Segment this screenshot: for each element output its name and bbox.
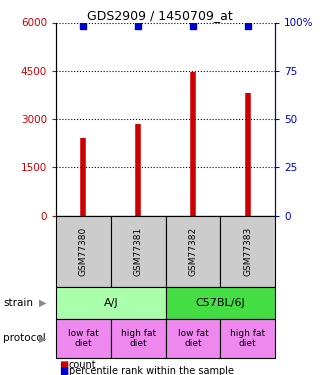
Text: ■: ■	[59, 366, 68, 375]
Bar	[166, 287, 275, 319]
Text: low fat
diet: low fat diet	[68, 329, 99, 348]
Text: GSM77381: GSM77381	[134, 226, 143, 276]
Bar	[56, 319, 111, 358]
Text: high fat
diet: high fat diet	[230, 329, 265, 348]
Text: strain: strain	[3, 298, 33, 308]
Text: GSM77380: GSM77380	[79, 226, 88, 276]
Bar	[166, 319, 220, 358]
Text: GDS2909 / 1450709_at: GDS2909 / 1450709_at	[87, 9, 233, 22]
Text: ▶: ▶	[39, 298, 47, 308]
Text: GSM77383: GSM77383	[243, 226, 252, 276]
Text: percentile rank within the sample: percentile rank within the sample	[69, 366, 234, 375]
Text: GSM77382: GSM77382	[188, 226, 197, 276]
Text: protocol: protocol	[3, 333, 46, 344]
Text: high fat
diet: high fat diet	[121, 329, 156, 348]
Text: ▶: ▶	[39, 333, 47, 344]
Text: A/J: A/J	[103, 298, 118, 308]
Bar	[166, 216, 220, 287]
Text: count: count	[69, 360, 96, 370]
Bar	[56, 216, 111, 287]
Bar	[111, 216, 166, 287]
Text: ■: ■	[59, 360, 68, 370]
Bar	[111, 319, 166, 358]
Bar	[220, 319, 275, 358]
Bar	[220, 216, 275, 287]
Bar	[56, 287, 166, 319]
Text: C57BL/6J: C57BL/6J	[196, 298, 245, 308]
Text: low fat
diet: low fat diet	[178, 329, 208, 348]
